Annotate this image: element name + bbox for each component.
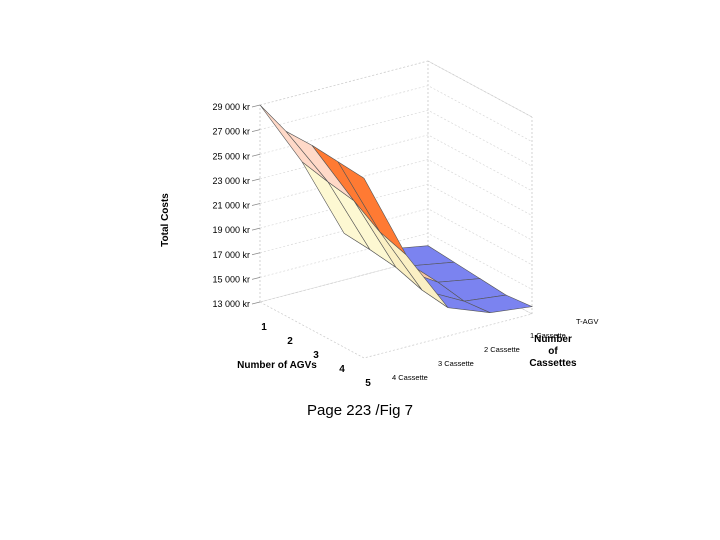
gridline [259, 109, 533, 167]
depth-tick-label: 4 Cassette [392, 373, 428, 382]
z-tick-label: 13 000 kr [212, 299, 250, 309]
frame-top-edge [259, 60, 429, 106]
surface-cell [259, 104, 329, 183]
gridline [259, 60, 533, 118]
gridline [259, 233, 533, 290]
depth-tick-label: T-AGV [576, 317, 599, 326]
z-tick-label: 25 000 kr [212, 151, 250, 161]
z-tick-mark [251, 276, 261, 280]
x-axis-title: Number of AGVs [237, 360, 317, 371]
x-tick-label: 3 [313, 350, 319, 361]
chart-frame [259, 60, 533, 359]
x-tick-label: 4 [339, 364, 345, 375]
surface-cell [337, 161, 407, 255]
x-tick-label: 2 [287, 336, 293, 347]
x-tick-label: 5 [365, 378, 371, 389]
z-tick-label: 17 000 kr [212, 250, 250, 260]
surface [259, 104, 534, 313]
z-tick-label: 27 000 kr [212, 127, 250, 137]
z-tick-mark [251, 104, 261, 108]
depth-tick-label: 2 Cassette [484, 345, 520, 354]
depth-axis-title-line-2: of [548, 346, 558, 357]
depth-tick-label: 1 Cassette [530, 331, 566, 340]
z-tick-label: 23 000 kr [212, 176, 250, 186]
gridline [259, 208, 533, 266]
z-tick-mark [251, 227, 261, 231]
z-tick-label: 29 000 kr [212, 102, 250, 112]
z-tick-mark [251, 153, 261, 157]
z-tick-mark [251, 203, 261, 206]
z-tick-mark [251, 129, 261, 133]
gridline [259, 159, 533, 216]
z-tick-mark [251, 301, 261, 305]
figure-caption: Page 223 /Fig 7 [307, 402, 413, 419]
z-tick-label: 15 000 kr [212, 274, 250, 284]
depth-axis: 4 Cassette 3 Cassette 2 Cassette 1 Cassette… [392, 317, 599, 382]
z-axis-title: Total Costs [160, 193, 171, 247]
z-axis: 13 000 kr 15 000 kr 17 000 kr 19 000 kr 21 0… [212, 102, 261, 309]
z-tick-label: 21 000 kr [212, 201, 250, 211]
x-tick-label: 1 [261, 322, 267, 333]
depth-tick-label: 3 Cassette [438, 359, 474, 368]
x-axis: 1 2 3 4 5 [261, 322, 371, 389]
gridline [259, 183, 533, 241]
gridline [259, 85, 533, 142]
z-tick-mark [251, 252, 261, 256]
z-tick-label: 19 000 kr [212, 225, 250, 235]
depth-axis-title-line-1: Number [534, 334, 572, 345]
depth-axis-title-line-3: Cassettes [529, 358, 577, 369]
z-tick-mark [251, 178, 261, 182]
